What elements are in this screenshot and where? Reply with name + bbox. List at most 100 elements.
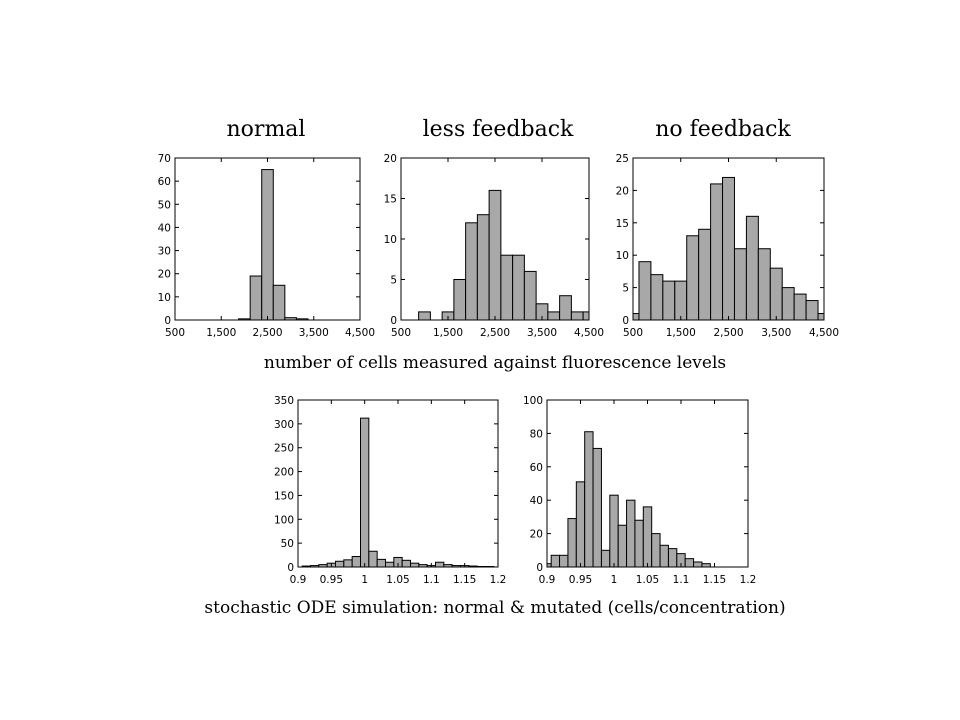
y-tick-label: 250 <box>274 443 294 455</box>
bar-14 <box>793 293 807 321</box>
bar-2 <box>559 554 569 568</box>
y-tick-label: 10 <box>616 250 629 262</box>
y-tick-label: 150 <box>274 490 294 502</box>
plot-area <box>297 399 499 568</box>
y-tick-label: 0 <box>287 562 294 574</box>
y-tick-label: 50 <box>281 538 294 550</box>
x-tick-label: 2,500 <box>713 327 743 339</box>
bar-2 <box>650 274 664 321</box>
y-tick-label: 40 <box>530 495 543 507</box>
bar-15 <box>805 300 819 321</box>
bar-10 <box>745 215 759 321</box>
x-tick-label: 3,500 <box>299 327 329 339</box>
bar-0 <box>418 311 431 321</box>
bar-11 <box>757 248 771 321</box>
y-tick-label: 15 <box>616 218 629 230</box>
caption-bottom: stochastic ODE simulation: normal & muta… <box>204 598 785 618</box>
x-tick-label: 0.9 <box>290 574 307 586</box>
y-tick-label: 80 <box>530 428 543 440</box>
x-tick-label: 1.1 <box>673 574 690 586</box>
y-tick-label: 60 <box>530 462 543 474</box>
caption-top: number of cells measured against fluores… <box>264 353 726 373</box>
bar-2 <box>453 279 467 321</box>
x-tick-label: 500 <box>623 327 643 339</box>
x-tick-label: 1.2 <box>740 574 757 586</box>
bar-0 <box>632 313 640 321</box>
x-tick-label: 3,500 <box>527 327 557 339</box>
y-tick-label: 50 <box>158 199 171 211</box>
y-tick-label: 60 <box>158 176 171 188</box>
bar-13 <box>651 533 661 568</box>
bar-19 <box>701 563 711 568</box>
bar-12 <box>642 506 653 568</box>
y-tick-label: 0 <box>164 315 171 327</box>
bar-7 <box>710 183 724 321</box>
y-tick-label: 0 <box>536 562 543 574</box>
bar-9 <box>733 248 747 321</box>
x-tick-label: 3,500 <box>761 327 791 339</box>
bar-6 <box>592 447 602 568</box>
x-tick-label: 1,500 <box>206 327 236 339</box>
bar-13 <box>781 287 795 321</box>
bar-5 <box>686 235 700 321</box>
bar-1 <box>249 275 263 321</box>
y-tick-label: 350 <box>274 395 294 407</box>
bar-3 <box>662 280 676 321</box>
bar-11 <box>634 519 644 568</box>
y-tick-label: 15 <box>384 194 397 206</box>
bar-4 <box>575 481 586 568</box>
y-tick-label: 20 <box>158 269 171 281</box>
x-tick-label: 4,500 <box>574 327 604 339</box>
histogram-simulation-mutated: 0 20 40 60 80 100 0.9 0.95 1 1.05 1.1 1.15 1.2 <box>523 395 756 586</box>
x-tick-label: 500 <box>391 327 411 339</box>
bar-9 <box>376 558 386 568</box>
y-tick-label: 100 <box>523 395 543 407</box>
bar-14 <box>659 544 669 568</box>
bar-3 <box>465 222 478 321</box>
y-tick-label: 20 <box>616 185 629 197</box>
plot-frame <box>297 399 499 568</box>
x-tick-label: 1.05 <box>636 574 659 586</box>
panel-title-normal: normal <box>227 117 306 142</box>
bar-13 <box>410 562 420 568</box>
x-tick-label: 500 <box>165 327 185 339</box>
x-tick-label: 1 <box>361 574 368 586</box>
y-tick-label: 20 <box>530 529 543 541</box>
y-tick-label: 10 <box>158 292 171 304</box>
x-tick-label: 1.1 <box>423 574 440 586</box>
y-tick-label: 0 <box>622 315 629 327</box>
bar-5 <box>584 431 594 568</box>
bar-8 <box>722 176 735 321</box>
bar-8 <box>609 494 619 568</box>
y-tick-label: 100 <box>274 514 294 526</box>
bar-1 <box>638 261 652 321</box>
bar-10 <box>626 499 636 568</box>
bar-17 <box>684 558 695 568</box>
x-tick-label: 1.05 <box>386 574 409 586</box>
bar-9 <box>617 524 628 568</box>
x-tick-label: 1.15 <box>703 574 726 586</box>
bar-4 <box>476 214 490 321</box>
y-tick-label: 25 <box>616 153 629 165</box>
panel-title-less-feedback: less feedback <box>423 117 574 142</box>
x-tick-label: 1.2 <box>490 574 507 586</box>
bar-5 <box>488 189 502 321</box>
x-tick-label: 1.15 <box>453 574 476 586</box>
bar-2 <box>261 169 274 321</box>
bar-16 <box>817 313 825 321</box>
x-tick-label: 2,500 <box>252 327 282 339</box>
x-tick-label: 0.9 <box>539 574 556 586</box>
bar-10 <box>385 561 395 568</box>
bar-16 <box>435 561 445 568</box>
bar-7 <box>512 254 525 321</box>
bar-15 <box>667 548 678 568</box>
y-tick-label: 10 <box>384 234 397 246</box>
y-tick-label: 0 <box>390 315 397 327</box>
bar-3 <box>567 518 577 568</box>
x-tick-label: 1 <box>611 574 618 586</box>
y-tick-label: 5 <box>622 283 629 295</box>
bar-4 <box>335 560 345 568</box>
x-tick-label: 2,500 <box>480 327 510 339</box>
x-tick-label: 4,500 <box>809 327 839 339</box>
